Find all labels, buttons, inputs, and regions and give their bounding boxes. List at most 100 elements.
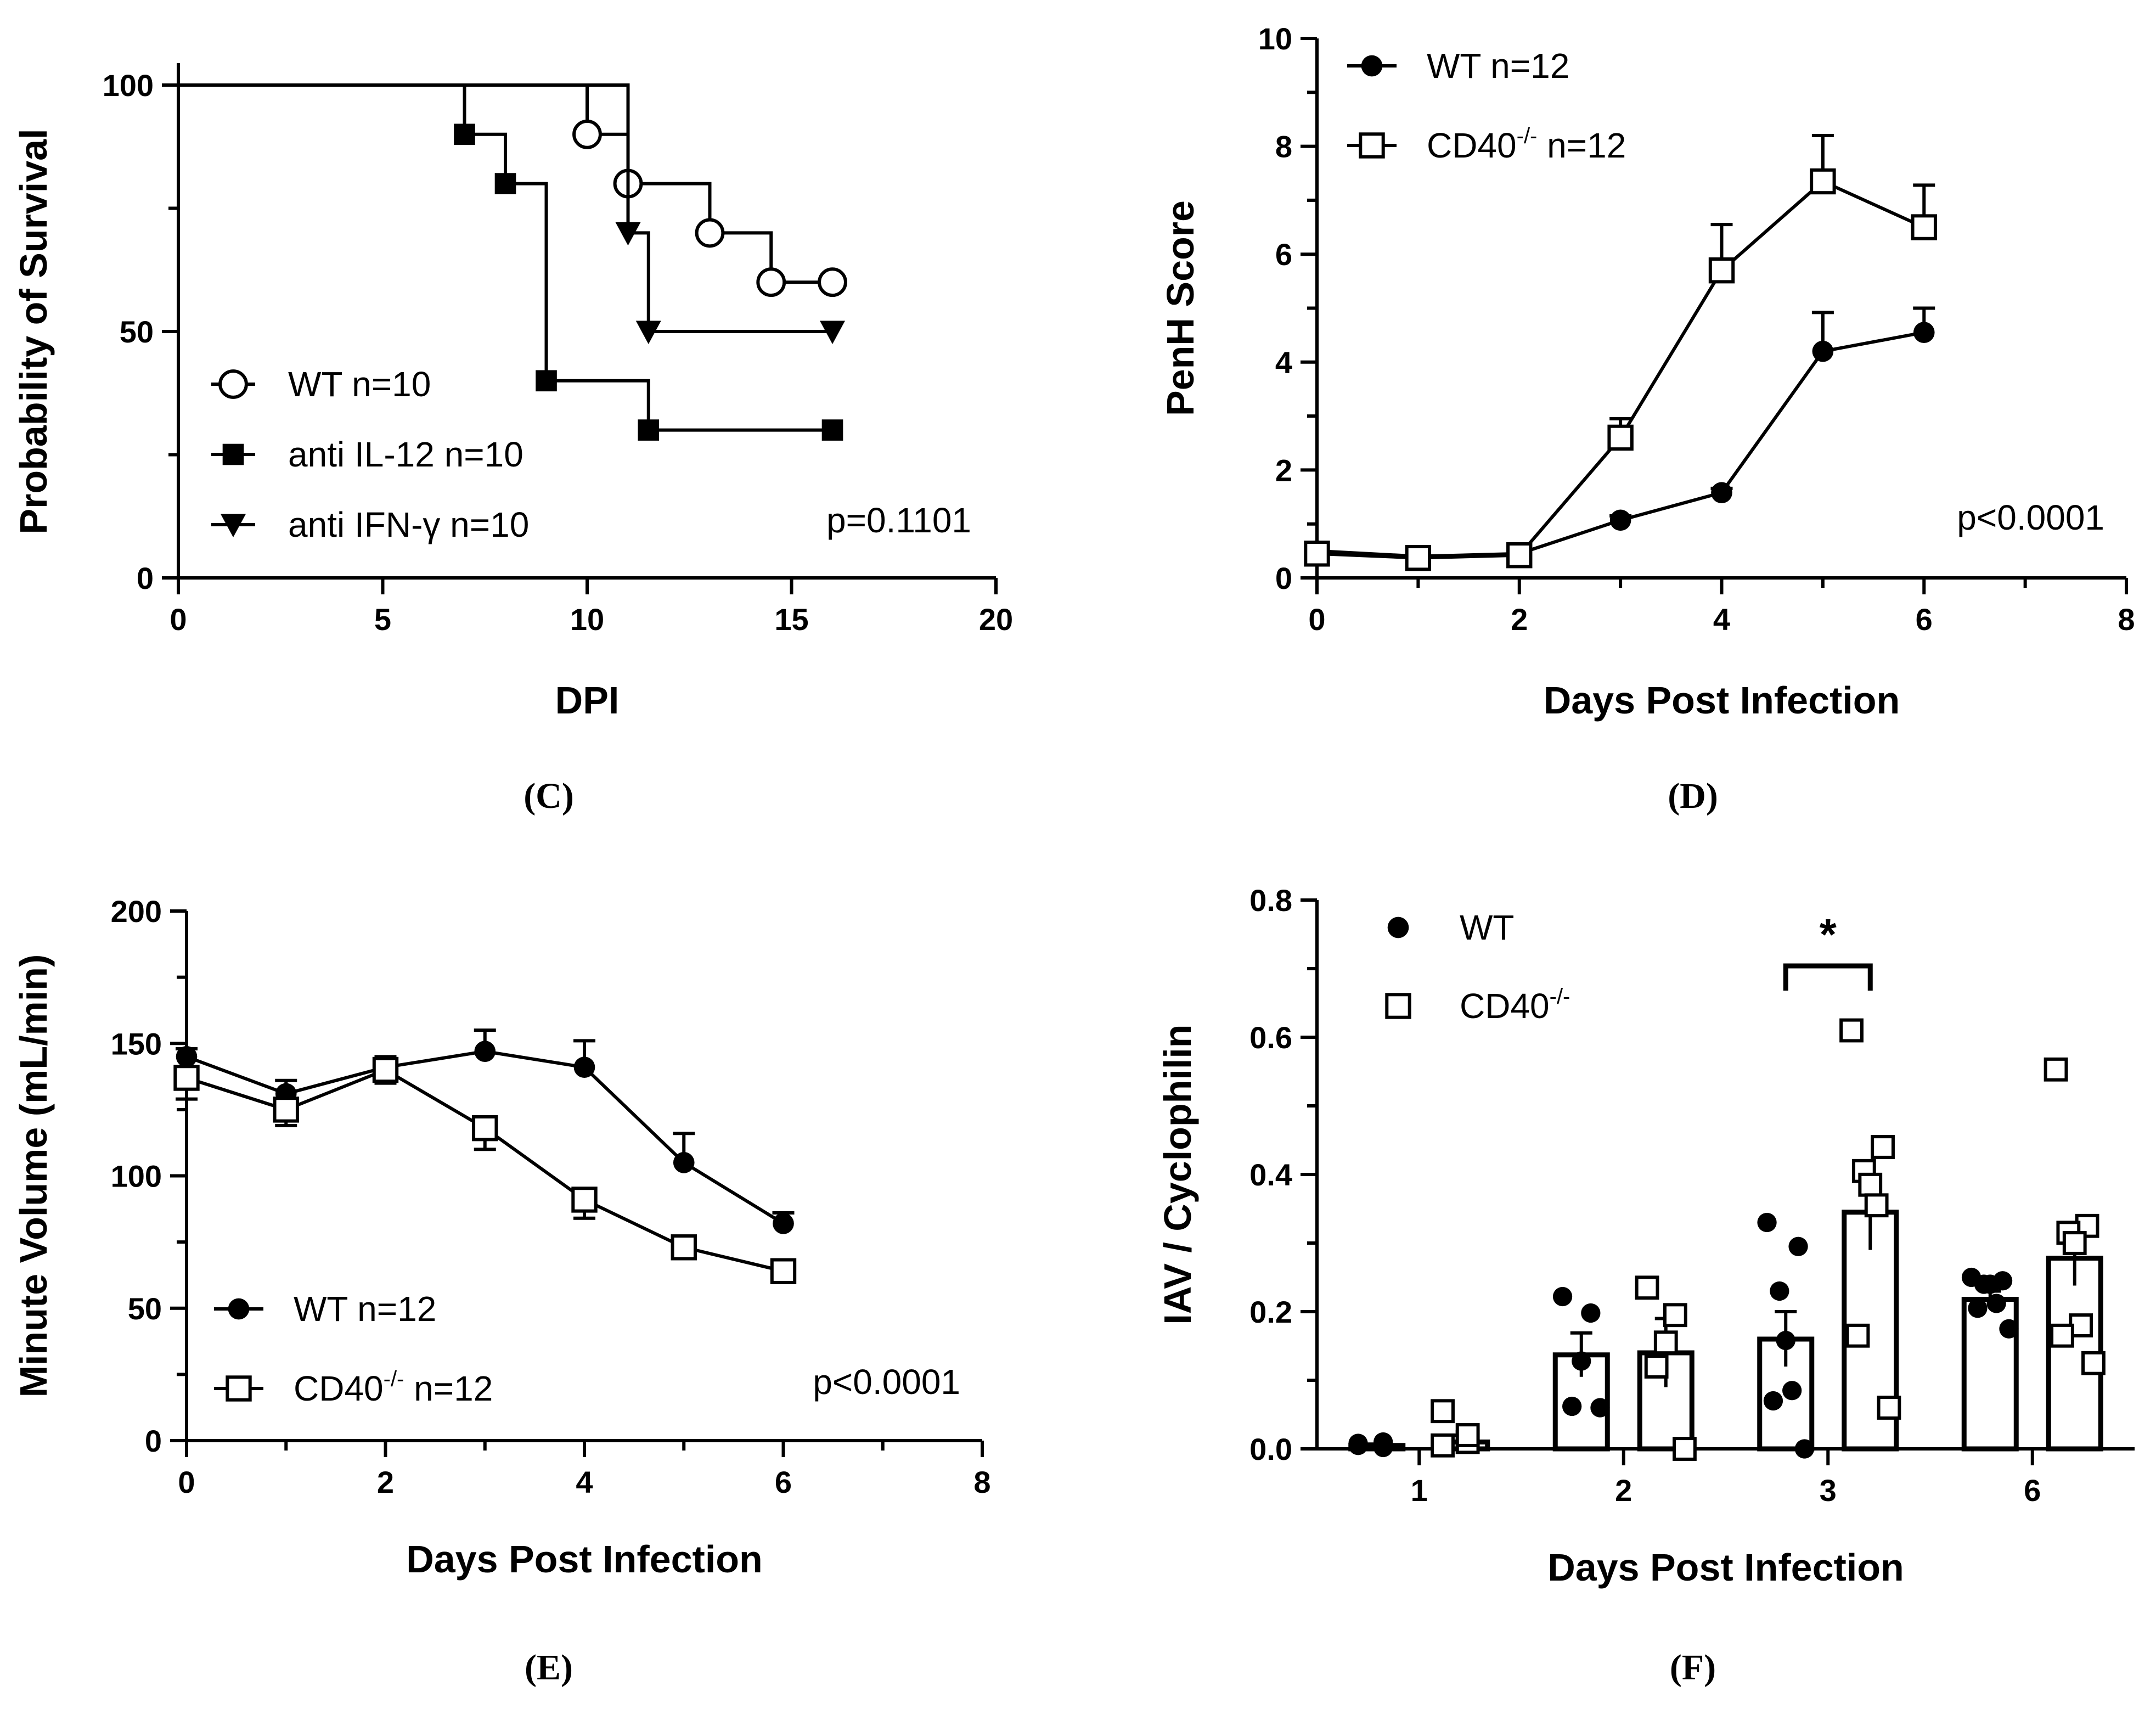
- data-point: [571, 1187, 598, 1213]
- y-axis-title: IAV / Cyclophilin: [1156, 1024, 1199, 1324]
- x-tick-label: 1: [1411, 1473, 1428, 1508]
- legend-label: anti IFN-γ n=10: [288, 505, 529, 544]
- data-point: [536, 370, 557, 392]
- legend-text-part: n=12: [404, 1369, 493, 1408]
- panel-f-iav-bar-chart: 0.0 0.2 0.4 0.6 0.8 1 2 3 6 Days Post Infection IA…: [1156, 883, 2135, 1688]
- data-point: [173, 1065, 200, 1091]
- p-value: p<0.0001: [813, 1362, 960, 1402]
- legend-text-part: anti IFN-γ n=10: [288, 505, 529, 544]
- y-axis-title: Minute Volume (mL/min): [12, 954, 55, 1398]
- legend-label: anti IL-12 n=10: [288, 435, 523, 474]
- data-point: [1506, 542, 1533, 569]
- data-point: [1980, 1274, 2000, 1294]
- legend-text-part: CD40: [1427, 126, 1517, 165]
- data-point: [1405, 544, 1432, 571]
- panel-e-minute-volume-chart: 0 50 100 150 200 0 2 4 6 8 Days Post Infection Minu…: [12, 894, 991, 1688]
- legend-label: WT: [1460, 908, 1515, 947]
- data-point: [773, 1213, 794, 1234]
- legend-text-part: WT: [1460, 908, 1515, 947]
- y-tick-label: 100: [103, 68, 154, 103]
- data-point: [1845, 1323, 1870, 1348]
- data-point: [2081, 1351, 2106, 1375]
- y-tick-label: 6: [1275, 237, 1292, 272]
- significance-star: *: [1820, 910, 1837, 959]
- data-point: [1348, 1436, 1368, 1455]
- data-point: [1999, 1319, 2019, 1339]
- data-point: [1431, 1399, 1455, 1424]
- x-tick-label: 4: [576, 1465, 593, 1499]
- legend-text-part: n=12: [1537, 126, 1626, 165]
- data-point: [1304, 541, 1330, 567]
- legend-label: WT n=12: [1427, 46, 1569, 86]
- legend-marker: [1387, 917, 1409, 938]
- data-point: [770, 1258, 797, 1284]
- data-point: [1911, 214, 1937, 240]
- y-tick-label: 8: [1275, 130, 1292, 164]
- data-point: [494, 173, 516, 194]
- legend-text-part: -/-: [1517, 124, 1538, 148]
- x-tick-label: 2: [1511, 602, 1528, 637]
- data-point: [635, 321, 661, 344]
- data-point: [1373, 1432, 1393, 1452]
- data-point: [2062, 1231, 2087, 1255]
- x-tick-label: 10: [570, 602, 604, 637]
- data-point: [1635, 1275, 1659, 1300]
- x-tick-label: 0: [170, 602, 187, 637]
- x-tick-label: 4: [1713, 602, 1730, 637]
- data-point: [1644, 1354, 1669, 1379]
- survival-line-1: [178, 83, 832, 432]
- data-point: [474, 1041, 496, 1062]
- data-point: [818, 267, 847, 297]
- legend-label: CD40-/- n=12: [1427, 124, 1626, 165]
- data-point: [1864, 1193, 1889, 1218]
- x-axis-title: Days Post Infection: [1544, 679, 1900, 722]
- data-point: [615, 222, 641, 246]
- legend-text-part: CD40: [1460, 986, 1550, 1026]
- data-point: [695, 218, 725, 248]
- data-point: [1590, 1398, 1610, 1418]
- data-point: [1770, 1281, 1789, 1301]
- data-point: [1871, 1135, 1895, 1159]
- data-point: [1782, 1381, 1802, 1401]
- y-tick-label: 150: [111, 1026, 162, 1061]
- y-tick-label: 200: [111, 894, 162, 929]
- y-tick-label: 50: [120, 314, 154, 349]
- data-point: [1581, 1303, 1601, 1323]
- y-tick-label: 0.8: [1249, 883, 1292, 918]
- x-axis-title: DPI: [555, 679, 620, 722]
- data-point: [372, 1056, 399, 1083]
- data-point: [1663, 1303, 1687, 1328]
- data-point: [673, 1152, 695, 1173]
- x-tick-label: 15: [774, 602, 808, 637]
- survival-line-2: [178, 83, 832, 333]
- x-tick-label: 8: [973, 1465, 990, 1499]
- y-tick-label: 0.2: [1249, 1295, 1292, 1329]
- data-point: [1913, 322, 1935, 344]
- data-point: [472, 1115, 498, 1142]
- x-tick-label: 6: [1916, 602, 1933, 637]
- data-point: [1609, 509, 1631, 531]
- data-point: [1653, 1330, 1678, 1355]
- legend-marker: [228, 1298, 250, 1320]
- y-tick-label: 0: [145, 1424, 162, 1458]
- legend-marker: [1361, 55, 1383, 77]
- y-tick-label: 50: [128, 1291, 162, 1326]
- legend-marker: [218, 369, 248, 399]
- legend-marker: [1385, 993, 1411, 1019]
- x-tick-label: 0: [1308, 602, 1325, 637]
- x-axis-title: Days Post Infection: [1547, 1546, 1904, 1589]
- data-point: [2050, 1323, 2074, 1348]
- y-tick-label: 0.0: [1249, 1432, 1292, 1466]
- data-point: [671, 1234, 697, 1261]
- data-point: [176, 1046, 198, 1067]
- x-tick-label: 20: [979, 602, 1013, 637]
- data-point: [1812, 340, 1834, 362]
- x-tick-label: 3: [1820, 1473, 1837, 1508]
- x-tick-label: 5: [374, 602, 391, 637]
- data-point: [1776, 1330, 1795, 1351]
- data-point: [1794, 1439, 1815, 1459]
- legend-marker: [222, 443, 244, 465]
- y-tick-label: 0.4: [1249, 1157, 1292, 1192]
- data-point: [1763, 1391, 1783, 1411]
- x-tick-label: 6: [2024, 1473, 2041, 1508]
